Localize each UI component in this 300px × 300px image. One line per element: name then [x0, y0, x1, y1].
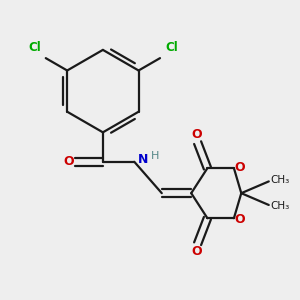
- Text: Cl: Cl: [165, 41, 178, 54]
- Text: H: H: [151, 151, 159, 161]
- Text: CH₃: CH₃: [271, 176, 290, 185]
- Text: O: O: [191, 245, 202, 258]
- Text: O: O: [191, 128, 202, 141]
- Text: O: O: [234, 161, 244, 174]
- Text: N: N: [138, 153, 148, 166]
- Text: CH₃: CH₃: [271, 201, 290, 211]
- Text: O: O: [63, 155, 74, 168]
- Text: O: O: [234, 213, 244, 226]
- Text: Cl: Cl: [28, 41, 41, 54]
